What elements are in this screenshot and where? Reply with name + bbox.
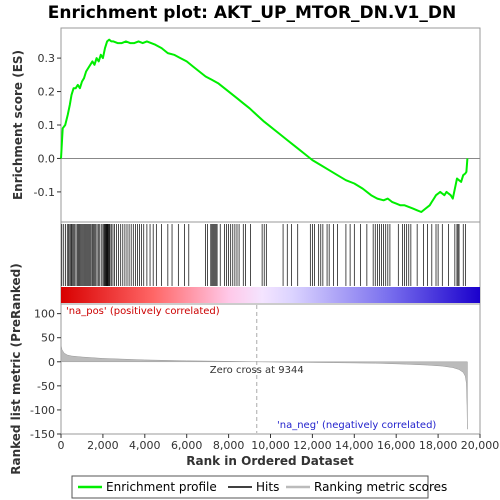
x-tick-label: 14,000 [335,439,374,452]
legend-hits-label: Hits [256,480,279,494]
x-tick-label: 10,000 [251,439,290,452]
rank-y-tick-label: 50 [41,332,55,345]
x-tick-label: 12,000 [293,439,332,452]
x-axis-ticks: 0 2,000 4,000 6,000 8,000 10,000 12,000 14,000 1… [58,434,500,452]
es-panel-frame [60,27,481,223]
zero-cross-label: Zero cross at 9344 [210,365,304,376]
rank-y-ticks: -150 -100 -50 0 50 100 [30,308,61,441]
x-tick-label: 6,000 [171,439,203,452]
legend-metric-label: Ranking metric scores [314,480,447,494]
es-y-tick-label: 0.1 [38,119,56,132]
hit-lines [61,224,466,286]
x-tick-label: 20,000 [461,439,500,452]
rank-panel-frame [60,303,481,435]
legend-profile-label: Enrichment profile [106,480,217,494]
es-y-ticks: -0.1 0.0 0.1 0.2 0.3 [34,52,61,199]
x-tick-label: 2,000 [87,439,119,452]
x-tick-label: 4,000 [129,439,161,452]
ranking-metric-area [60,344,468,430]
rank-panel: Zero cross at 9344 'na_pos' (positively … [9,263,481,475]
hits-panel [60,221,481,305]
es-y-tick-label: 0.0 [38,152,56,165]
enrichment-profile-line [60,38,469,213]
x-tick-label: 18,000 [419,439,458,452]
es-y-tick-label: 0.2 [38,86,56,99]
x-tick-label: 16,000 [377,439,416,452]
neg-correlated-label: 'na_neg' (negatively correlated) [277,420,436,431]
pos-correlated-label: 'na_pos' (positively correlated) [66,306,220,317]
x-tick-label: 0 [58,439,65,452]
rank-ylabel: Ranked list metric (PreRanked) [9,263,23,475]
es-ylabel: Enrichment score (ES) [11,50,25,200]
rank-y-tick-label: 0 [48,356,55,369]
legend: Enrichment profile Hits Ranking metric s… [71,475,447,499]
rank-y-tick-label: 100 [34,308,55,321]
es-y-tick-label: 0.3 [38,52,56,65]
es-y-tick-label: -0.1 [34,186,55,199]
rank-y-tick-label: -100 [30,404,55,417]
rank-y-tick-label: -150 [30,428,55,441]
rank-color-bar [61,287,480,303]
rank-y-tick-label: -50 [37,380,55,393]
es-panel: -0.1 0.0 0.1 0.2 0.3 Enrichment score (ES) [11,27,481,223]
x-axis-label: Rank in Ordered Dataset [186,454,354,468]
x-tick-label: 8,000 [213,439,245,452]
chart-title: Enrichment plot: AKT_UP_MTOR_DN.V1_DN [48,3,456,23]
